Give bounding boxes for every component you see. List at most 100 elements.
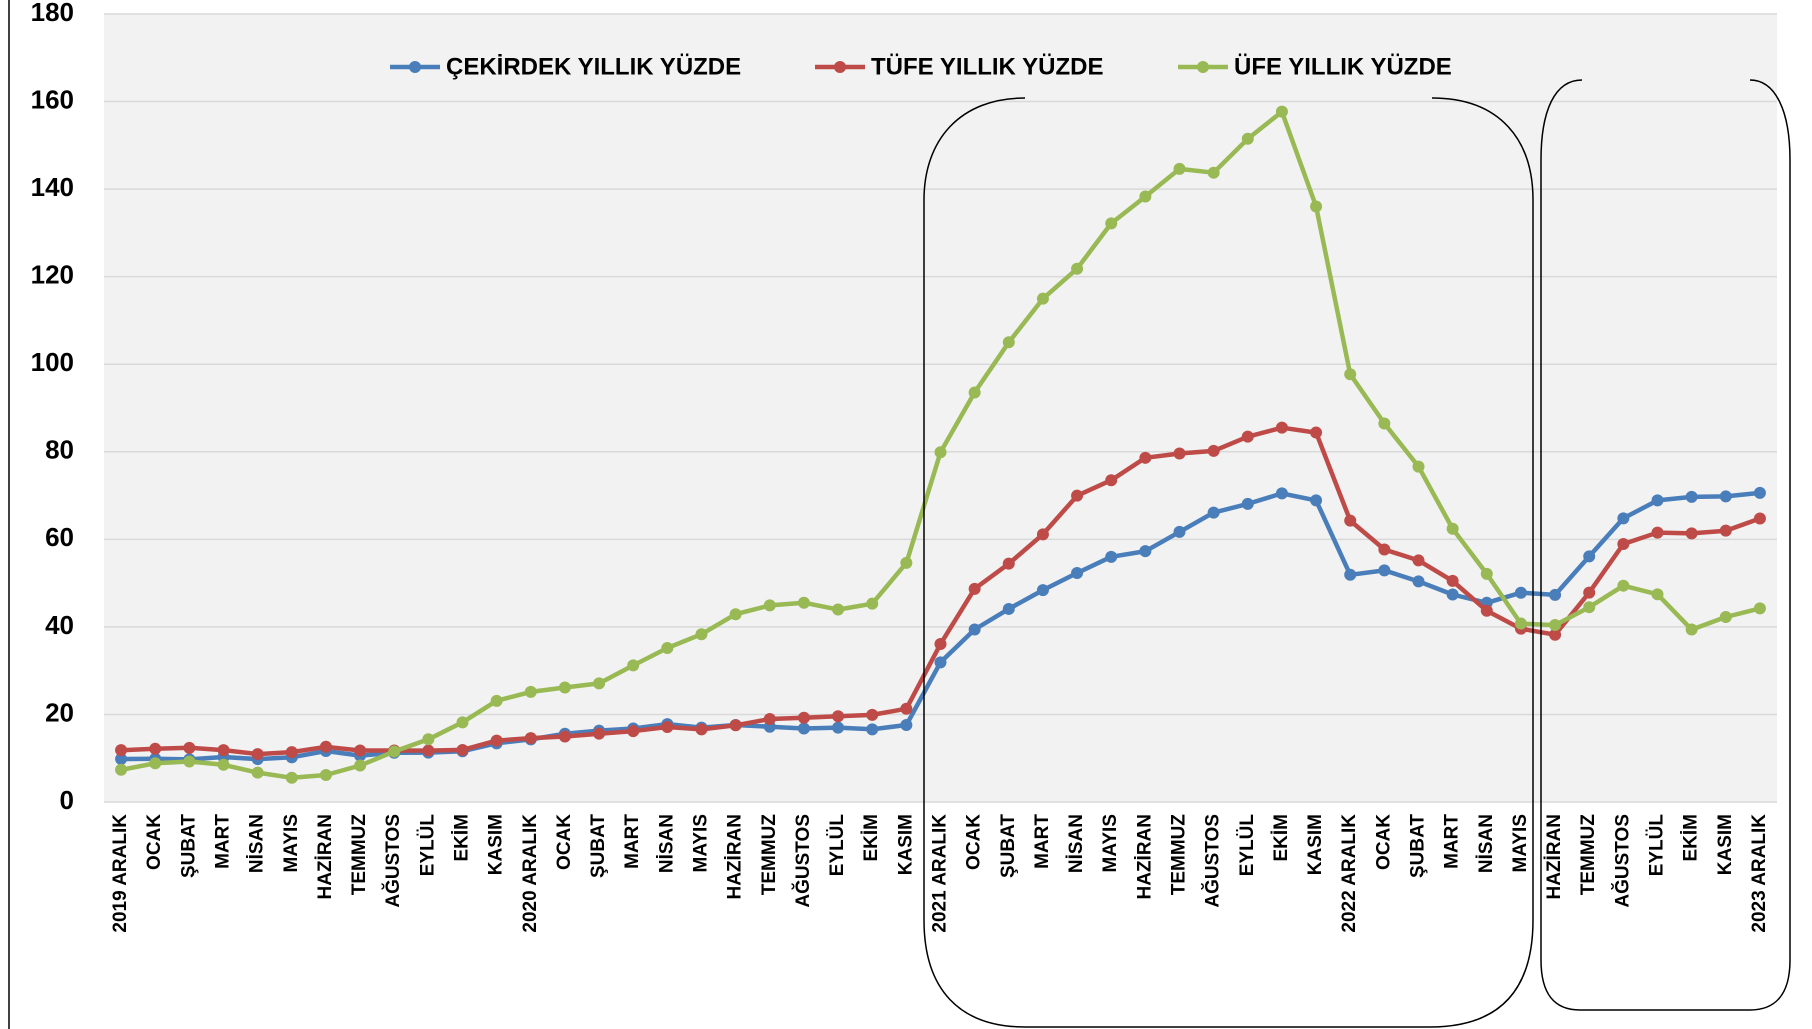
x-tick-label: TEMMUZ (759, 814, 780, 896)
data-point (1753, 486, 1766, 499)
x-tick-label: HAZİRAN (315, 814, 336, 900)
data-point (593, 727, 606, 740)
y-tick-label: 80 (45, 435, 74, 465)
data-point (149, 742, 162, 755)
x-tick-label: EYLÜL (827, 814, 848, 877)
data-point (1719, 524, 1732, 537)
x-tick-label: KASIM (486, 814, 507, 875)
data-point (524, 732, 537, 745)
data-point (1651, 526, 1664, 539)
data-point (354, 744, 367, 757)
data-point (1207, 166, 1220, 179)
x-tick-label: HAZİRAN (1134, 814, 1155, 900)
data-point (1651, 588, 1664, 601)
data-point (763, 599, 776, 612)
y-tick-label: 100 (31, 347, 74, 377)
data-point (1071, 262, 1084, 275)
data-point (1344, 514, 1357, 527)
x-tick-label: OCAK (554, 814, 575, 870)
data-point (934, 656, 947, 669)
y-tick-label: 40 (45, 610, 74, 640)
data-point (251, 766, 264, 779)
x-tick-label: EYLÜL (1647, 814, 1668, 877)
data-point (729, 719, 742, 732)
y-tick-label: 140 (31, 172, 74, 202)
x-tick-label: AĞUSTOS (382, 814, 404, 908)
data-point (1310, 426, 1323, 439)
data-point (1071, 567, 1084, 580)
data-point (1105, 550, 1118, 563)
x-tick-label: 2023 ARALIK (1749, 814, 1770, 933)
data-point (695, 628, 708, 641)
data-point (1275, 421, 1288, 434)
y-tick-label: 0 (60, 785, 74, 815)
x-tick-label: OCAK (964, 814, 985, 870)
data-point (490, 694, 503, 707)
x-tick-label: OCAK (1373, 814, 1394, 870)
x-tick-label: KASIM (1305, 814, 1326, 875)
data-point (1549, 588, 1562, 601)
data-point (1378, 564, 1391, 577)
data-point (1344, 368, 1357, 381)
x-tick-label: TEMMUZ (349, 814, 370, 896)
data-point (1105, 217, 1118, 230)
x-tick-label: HAZİRAN (1544, 814, 1565, 900)
data-point (558, 681, 571, 694)
data-point (422, 744, 435, 757)
data-point (1583, 601, 1596, 614)
data-point (1105, 474, 1118, 487)
data-point (832, 603, 845, 616)
x-tick-label: 2021 ARALIK (930, 814, 951, 933)
data-point (900, 556, 913, 569)
data-point (115, 753, 128, 766)
data-point (1139, 451, 1152, 464)
data-point (1310, 494, 1323, 507)
data-point (183, 755, 196, 768)
data-point (1514, 617, 1527, 630)
legend-label: ÜFE YILLIK YÜZDE (1234, 53, 1452, 80)
y-tick-label: 60 (45, 522, 74, 552)
data-point (1549, 628, 1562, 641)
data-point (900, 718, 913, 731)
data-point (832, 721, 845, 734)
data-point (866, 597, 879, 610)
x-tick-label: HAZİRAN (725, 814, 746, 900)
y-tick-label: 20 (45, 697, 74, 727)
data-point (1002, 602, 1015, 615)
data-point (1446, 522, 1459, 535)
data-point (1446, 588, 1459, 601)
data-point (422, 733, 435, 746)
data-point (1719, 490, 1732, 503)
x-tick-label: EKİM (861, 814, 882, 862)
data-point (1207, 444, 1220, 457)
data-point (1241, 497, 1254, 510)
data-point (1583, 550, 1596, 563)
data-point (797, 596, 810, 609)
data-point (1241, 132, 1254, 145)
x-tick-label: MAYIS (281, 814, 302, 872)
x-tick-label: MAYIS (691, 814, 712, 872)
legend-marker (834, 61, 846, 73)
data-point (1685, 527, 1698, 540)
plot-area (104, 14, 1777, 802)
data-point (319, 768, 332, 781)
data-point (934, 446, 947, 459)
data-point (1002, 336, 1015, 349)
data-point (1753, 512, 1766, 525)
x-tick-label: MAYIS (1510, 814, 1531, 872)
x-tick-label: 2019 ARALIK (110, 814, 131, 933)
data-point (1036, 292, 1049, 305)
data-point (763, 713, 776, 726)
data-point (115, 744, 128, 757)
bracket-2023 (1540, 79, 1791, 1011)
y-tick-label: 180 (31, 0, 74, 27)
data-point (285, 771, 298, 784)
data-point (866, 708, 879, 721)
x-tick-label: MAYIS (1100, 814, 1121, 872)
data-point (285, 746, 298, 759)
data-point (1480, 604, 1493, 617)
data-point (1719, 611, 1732, 624)
data-point (490, 734, 503, 747)
x-tick-label: AĞUSTOS (792, 814, 814, 908)
